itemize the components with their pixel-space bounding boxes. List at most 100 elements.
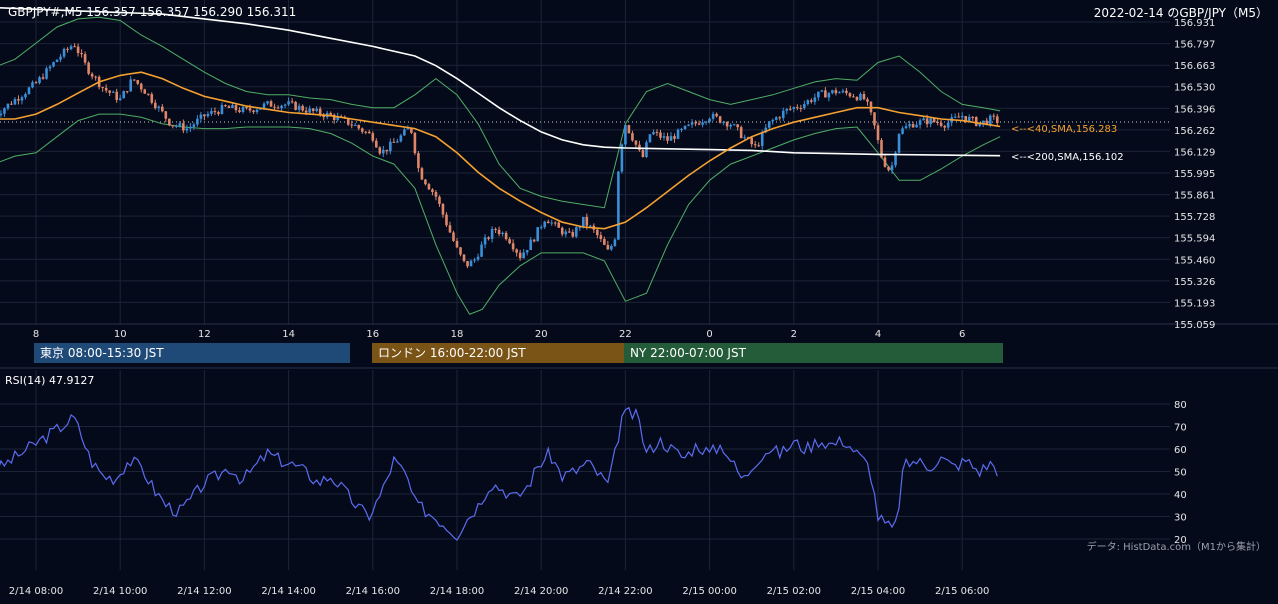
chart-title-right: 2022-02-14 のGBP/JPY（M5） [1094,6,1268,20]
candle-up [978,123,982,126]
candle-down [245,107,248,109]
candle-down [718,116,722,123]
candle-down [125,91,129,93]
time-tick-label: 16 [366,329,379,340]
candle-down [76,46,80,54]
candle-up [389,141,392,152]
candle-down [364,131,368,133]
candle-up [774,117,778,120]
candle-down [757,145,761,147]
session-tokyo-label: 東京 08:00-15:30 JST [40,346,164,360]
candle-up [315,108,318,112]
candle-down [90,73,94,77]
candle-up [922,118,925,121]
candle-down [410,128,413,133]
candle-down [417,153,420,169]
rsi-time-label: 2/14 16:00 [346,586,400,597]
time-tick-label: 4 [875,329,881,340]
session-london: ロンドン 16:00-22:00 JST [372,343,624,363]
candle-down [311,108,315,112]
candle-up [680,129,683,131]
candle-up [781,110,785,119]
candle-up [620,144,624,172]
candle-up [894,152,897,166]
candle-down [392,141,396,143]
candle-down [227,106,231,108]
candle-down [883,157,887,167]
candle-down [655,132,659,134]
candle-up [574,227,578,237]
candle-up [859,94,862,101]
candle-down [606,244,610,250]
time-tick-label: 18 [451,329,464,340]
rsi-tick-label: 70 [1174,423,1187,434]
candle-down [876,125,880,141]
candle-down [799,107,803,109]
candle-up [118,98,122,101]
candle-up [610,245,613,250]
rsi-time-label: 2/15 04:00 [851,586,905,597]
candle-down [290,101,294,103]
candle-up [220,105,224,114]
candle-down [974,117,978,126]
candle-up [266,101,269,104]
sma200-line [0,7,1001,157]
candle-up [676,129,680,139]
time-tick-label: 10 [114,329,127,340]
candle-down [911,124,915,128]
candle-up [199,114,203,119]
rsi-time-label: 2/15 06:00 [935,586,989,597]
candle-down [294,101,297,110]
candle-up [111,91,115,93]
candle-down [217,112,220,114]
candle-up [589,225,592,227]
candle-up [122,91,126,99]
candle-up [480,244,483,257]
candle-down [17,99,20,101]
rsi-tick-label: 30 [1174,513,1187,524]
candle-down [357,125,361,129]
candle-up [501,232,504,235]
rsi-time-label: 2/14 10:00 [93,586,147,597]
candle-down [139,83,143,90]
candle-up [476,256,480,260]
candle-down [992,115,996,117]
candle-down [213,111,217,113]
candle-down [168,118,171,126]
candle-up [3,108,6,114]
candle-up [708,118,711,122]
candle-down [518,252,522,259]
candle-down [146,93,150,95]
candle-down [810,100,813,102]
candle-up [48,66,52,69]
candle-down [301,105,304,111]
candle-down [697,123,701,125]
candle-up [704,121,708,123]
candle-down [276,107,280,109]
candle-down [360,128,364,132]
candle-down [560,227,564,235]
candle-up [690,122,694,125]
rsi-line [0,406,998,542]
rsi-tick-label: 20 [1174,535,1187,546]
bollinger-bands [0,16,1001,315]
candle-up [399,135,403,142]
candle-up [196,118,199,125]
rsi-time-label: 2/14 08:00 [9,586,63,597]
bollinger-lower-line [0,113,1001,315]
time-tick-label: 2 [791,329,797,340]
candle-down [350,124,354,126]
candle-down [438,196,441,204]
sma40-line [0,71,1001,230]
sma40-price-label: <--<40,SMA,156.283 [1011,124,1117,135]
candle-down [434,192,438,197]
rsi-time-label: 2/14 22:00 [598,586,652,597]
candle-down [10,103,13,105]
price-tick-label: 156.129 [1174,147,1215,158]
candle-down [487,237,490,239]
candle-up [613,239,617,246]
symbol-info: GBPJPY#,M5 156.357 156.357 156.290 156.3… [8,5,296,19]
candle-down [238,110,241,112]
candle-down [504,232,508,240]
candle-up [175,125,178,127]
